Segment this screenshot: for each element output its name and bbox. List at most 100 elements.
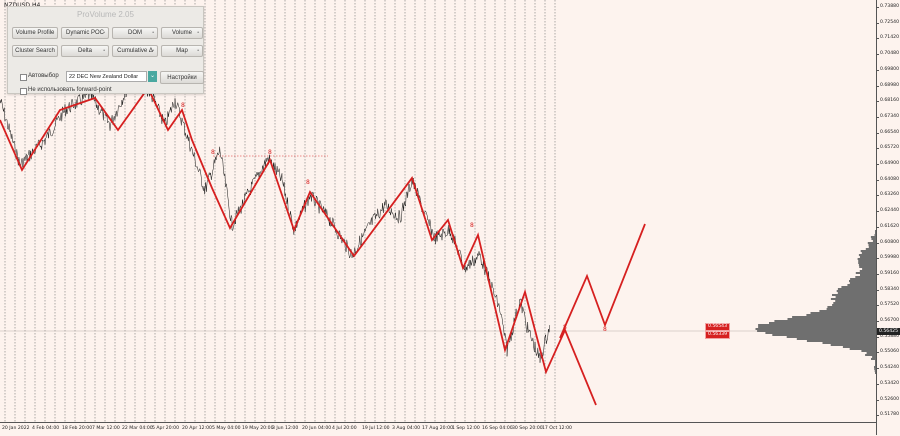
wave-forecast <box>559 223 646 339</box>
volume-profile-bar <box>860 250 876 252</box>
chevron-down-icon[interactable]: ⌄ <box>148 71 157 82</box>
price-tick: 0.73880 <box>876 4 899 9</box>
volume-profile-bar <box>841 286 876 288</box>
volume-profile-bar <box>792 316 876 318</box>
volume-profile-bar <box>810 312 876 314</box>
price-tick: 0.59160 <box>876 270 899 276</box>
volume-profile-bar <box>796 338 876 340</box>
price-tick: 0.66540 <box>876 129 899 135</box>
price-tick: 0.51780 <box>876 412 899 418</box>
wave-label: 8 <box>603 326 607 333</box>
volume-button[interactable]: Volume • <box>161 27 203 39</box>
volume-profile-bar <box>819 310 876 312</box>
volume-profile-bar <box>859 266 876 268</box>
forward-point-checkbox[interactable] <box>20 88 27 95</box>
map-label: Map <box>176 48 188 54</box>
price-tick: 0.61620 <box>876 223 899 229</box>
option-dot-icon: • <box>152 48 154 54</box>
dynamic-poc-button[interactable]: Dynamic POC • <box>61 27 109 39</box>
time-tick: 18 Feb 20:00 <box>62 426 93 431</box>
volume-label: Volume <box>171 30 192 36</box>
volume-profile-bar <box>875 362 876 364</box>
volume-profile-bar <box>858 254 876 256</box>
volume-profile-bar <box>835 300 876 302</box>
volume-profile-bar <box>755 328 876 330</box>
time-tick: 19 May 20:00 <box>242 426 274 431</box>
time-tick: 16 Sep 04:00 <box>482 426 513 431</box>
price-series <box>0 77 551 363</box>
price-label-upper: 0.56543 <box>705 323 730 331</box>
forward-point-label: Не использовать forward-point <box>28 87 112 93</box>
volume-profile-bar <box>861 252 876 254</box>
volume-profile-bar <box>868 246 876 248</box>
volume-profile-bar <box>806 314 876 316</box>
volume-profile-bar <box>868 244 876 246</box>
symbol-label: NZDUSD,H4 <box>4 2 40 9</box>
price-label-lower: 0.56339 <box>705 331 730 339</box>
price-tick: 0.71420 <box>876 35 899 41</box>
volume-profile-bar <box>871 238 876 240</box>
volume-profile-bar <box>875 360 876 362</box>
volume-profile-bar <box>858 264 876 266</box>
price-tick: 0.68980 <box>876 82 899 88</box>
volume-profile-bar <box>774 320 876 322</box>
auto-select-label: Автовыбор <box>28 73 59 79</box>
price-tick: 0.58340 <box>876 286 899 292</box>
time-tick: 20 Jun 04:00 <box>302 426 332 431</box>
volume-profile-bar <box>874 366 876 368</box>
volume-profile-button[interactable]: Volume Profile <box>12 27 58 39</box>
time-tick: 17 Oct 12:00 <box>542 426 572 431</box>
time-tick: 3 Aug 04:00 <box>392 426 421 431</box>
volume-profile-bar <box>832 294 876 296</box>
cluster-search-label: Cluster Search <box>15 48 55 54</box>
wave-label: 8 <box>563 324 567 331</box>
volume-profile-bar <box>862 268 876 270</box>
symbol-select[interactable]: 22 DEC New Zealand Dollar <box>66 71 147 82</box>
cumulative-delta-label: Cumulative Δ <box>117 48 153 54</box>
cumulative-delta-button[interactable]: Cumulative Δ • <box>112 45 158 57</box>
time-tick: 3 Jun 12:00 <box>272 426 299 431</box>
volume-profile-bar <box>859 270 876 272</box>
cluster-search-button[interactable]: Cluster Search <box>12 45 58 57</box>
price-tick: 0.57520 <box>876 302 899 308</box>
volume-profile-bar <box>870 236 876 238</box>
volume-profile-bar <box>827 306 876 308</box>
price-axis[interactable]: 0.73880 0.72540 0.71420 0.70480 0.69800 0.689… <box>876 0 900 435</box>
option-dot-icon: • <box>103 48 105 54</box>
price-tick: 0.64900 <box>876 161 899 166</box>
map-button[interactable]: Map • <box>161 45 203 57</box>
settings-button[interactable]: Настройки <box>160 71 204 84</box>
volume-profile-bar <box>875 364 876 366</box>
price-tick: 0.56700 <box>876 318 899 323</box>
volume-profile-bar <box>865 354 876 356</box>
volume-profile-bar <box>765 332 876 334</box>
wave-zigzag <box>0 86 597 406</box>
volume-profile-bar <box>822 342 876 344</box>
panel-title: ProVolume 2.05 <box>77 10 134 19</box>
volume-profile-bar <box>786 336 876 338</box>
current-price-label: 0.56425 <box>877 328 900 335</box>
volume-profile-bar <box>867 242 876 244</box>
dom-button[interactable]: DOM • <box>112 27 158 39</box>
price-tick: 0.55880 <box>876 333 899 339</box>
volume-profile-bar <box>875 230 876 232</box>
volume-profile-bar <box>849 348 876 350</box>
volume-profile-bar <box>836 290 876 292</box>
price-tick: 0.52600 <box>876 396 899 402</box>
delta-button[interactable]: Delta • <box>61 45 109 57</box>
volume-profile-bar <box>837 292 876 294</box>
volume-profile-bar <box>758 324 876 326</box>
volume-profile-bar <box>849 282 876 284</box>
volume-profile-bar <box>830 298 876 300</box>
volume-profile-bar <box>874 368 876 370</box>
time-tick: 4 Jul 20:00 <box>332 426 357 431</box>
time-tick: 22 Mar 04:00 <box>122 426 153 431</box>
volume-profile-bar <box>758 326 876 328</box>
wave-label: 8 <box>181 102 185 109</box>
provolume-panel[interactable]: ProVolume 2.05 Volume Profile Dynamic PO… <box>7 6 204 95</box>
wave-label: 8 <box>268 149 272 156</box>
volume-profile-label: Volume Profile <box>15 30 55 36</box>
volume-profile-bar <box>772 334 876 336</box>
time-axis[interactable]: 20 Jan 2022 4 Feb 04:00 18 Feb 20:00 7 Mar … <box>0 422 876 436</box>
auto-select-checkbox[interactable] <box>20 74 27 81</box>
